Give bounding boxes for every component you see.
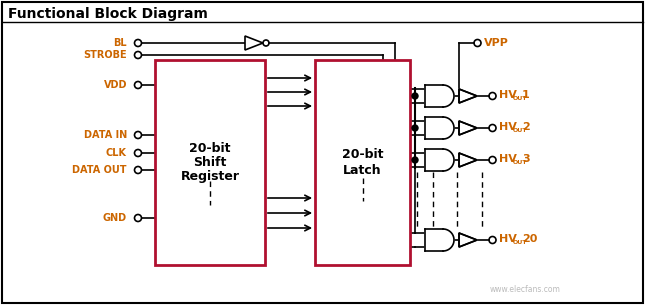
Polygon shape — [459, 121, 477, 135]
Polygon shape — [459, 233, 477, 247]
Text: 20-bit: 20-bit — [189, 142, 231, 155]
Polygon shape — [459, 89, 477, 103]
Text: CLK: CLK — [106, 148, 127, 158]
Circle shape — [412, 93, 418, 99]
Circle shape — [412, 125, 418, 131]
Polygon shape — [245, 36, 263, 50]
Text: 20-bit: 20-bit — [342, 148, 383, 161]
Text: 3: 3 — [522, 154, 530, 164]
Text: VPP: VPP — [484, 38, 509, 48]
Text: OUT: OUT — [513, 128, 528, 134]
Text: Latch: Latch — [343, 164, 382, 177]
Text: HV: HV — [499, 154, 517, 164]
Bar — [315, 60, 410, 265]
Text: OUT: OUT — [513, 96, 528, 102]
Text: Functional Block Diagram: Functional Block Diagram — [8, 7, 208, 21]
Text: Shift: Shift — [194, 156, 226, 169]
Text: HV: HV — [499, 122, 517, 132]
Text: VDD: VDD — [103, 80, 127, 90]
Text: 20: 20 — [522, 234, 537, 244]
Polygon shape — [425, 117, 454, 139]
Polygon shape — [459, 121, 477, 135]
Polygon shape — [459, 89, 477, 103]
Text: BL: BL — [114, 38, 127, 48]
Text: 2: 2 — [522, 122, 530, 132]
Polygon shape — [425, 149, 454, 171]
Text: DATA IN: DATA IN — [84, 130, 127, 140]
Polygon shape — [459, 153, 477, 167]
Polygon shape — [425, 229, 454, 251]
Text: HV: HV — [499, 234, 517, 244]
Text: HV: HV — [499, 90, 517, 100]
Text: 1: 1 — [522, 90, 530, 100]
Text: Register: Register — [181, 170, 239, 183]
Circle shape — [412, 157, 418, 163]
Text: OUT: OUT — [513, 241, 528, 246]
Polygon shape — [459, 153, 477, 167]
Text: OUT: OUT — [513, 160, 528, 166]
Text: www.elecfans.com: www.elecfans.com — [490, 285, 561, 295]
Bar — [155, 60, 265, 265]
Polygon shape — [425, 85, 454, 107]
Text: GND: GND — [103, 213, 127, 223]
Text: DATA OUT: DATA OUT — [72, 165, 127, 175]
Text: STROBE: STROBE — [83, 50, 127, 60]
Polygon shape — [459, 233, 477, 247]
